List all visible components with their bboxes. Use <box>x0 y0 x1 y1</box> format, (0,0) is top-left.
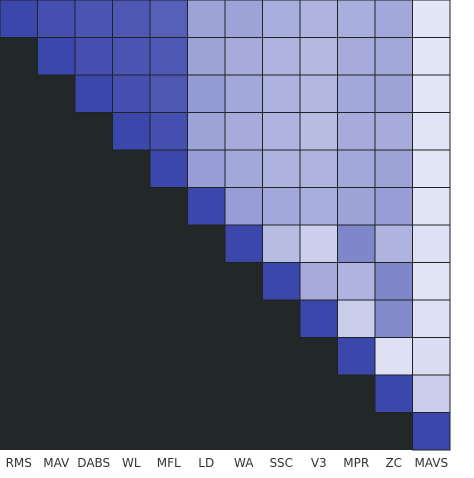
heatmap-cell-MAV-DABS <box>74 37 113 76</box>
heatmap-cell-DABS-MFL <box>149 74 188 113</box>
heatmap-cell-DABS-ZC <box>374 74 413 113</box>
heatmap-cell-DABS-DABS <box>74 74 113 113</box>
heatmap-cell-RMS-MFL <box>149 0 188 38</box>
x-tick-label-mfl: MFL <box>157 456 181 470</box>
heatmap-cell-WA-MPR <box>337 224 376 263</box>
heatmap-cell-DABS-MAVS <box>412 74 451 113</box>
heatmap-cell-MPR-MPR <box>337 337 376 376</box>
heatmap-cell-DABS-V3 <box>299 74 338 113</box>
heatmap-cell-WA-V3 <box>299 224 338 263</box>
heatmap-cell-SSC-V3 <box>299 262 338 301</box>
x-tick-label-v3: V3 <box>311 456 327 470</box>
heatmap-cell-RMS-MPR <box>337 0 376 38</box>
heatmap-cell-LD-MPR <box>337 187 376 226</box>
heatmap-cell-LD-V3 <box>299 187 338 226</box>
x-tick-label-ld: LD <box>198 456 214 470</box>
heatmap-cell-MFL-MPR <box>337 149 376 188</box>
heatmap-cell-WL-V3 <box>299 112 338 151</box>
heatmap-cell-MAV-MPR <box>337 37 376 76</box>
x-tick-label-mavs: MAVS <box>414 456 448 470</box>
heatmap-cell-LD-ZC <box>374 187 413 226</box>
heatmap-cell-SSC-MAVS <box>412 262 451 301</box>
x-tick-label-rms: RMS <box>6 456 32 470</box>
heatmap-cell-WA-WA <box>224 224 263 263</box>
heatmap-cell-MAV-WA <box>224 37 263 76</box>
heatmap-cell-MAV-SSC <box>262 37 301 76</box>
heatmap-cell-MFL-WA <box>224 149 263 188</box>
heatmap-cell-DABS-WA <box>224 74 263 113</box>
heatmap-cell-MAV-WL <box>112 37 151 76</box>
x-tick-label-dabs: DABS <box>77 456 110 470</box>
heatmap-cell-V3-V3 <box>299 299 338 338</box>
heatmap-cell-WL-WA <box>224 112 263 151</box>
heatmap-cell-RMS-DABS <box>74 0 113 38</box>
heatmap-cell-MAV-V3 <box>299 37 338 76</box>
x-tick-label-ssc: SSC <box>269 456 293 470</box>
x-axis-tick-labels: RMS MAV DABS WL MFL LD WA SSC V3 MPR ZC MAVS <box>6 456 448 470</box>
heatmap-cell-MAV-MAVS <box>412 37 451 76</box>
heatmap-cell-DABS-MPR <box>337 74 376 113</box>
heatmap-cell-MFL-V3 <box>299 149 338 188</box>
heatmap-cell-WL-ZC <box>374 112 413 151</box>
heatmap-cell-MFL-MAVS <box>412 149 451 188</box>
x-tick-label-wa: WA <box>234 456 254 470</box>
heatmap-cell-MAV-ZC <box>374 37 413 76</box>
heatmap-cell-RMS-V3 <box>299 0 338 38</box>
heatmap-cell-RMS-MAVS <box>412 0 451 38</box>
heatmap-cell-WA-MAVS <box>412 224 451 263</box>
heatmap-cell-RMS-MAV <box>37 0 76 38</box>
heatmap-cell-WL-MFL <box>149 112 188 151</box>
heatmap-cell-LD-MAVS <box>412 187 451 226</box>
heatmap-cell-DABS-WL <box>112 74 151 113</box>
heatmap-cell-RMS-SSC <box>262 0 301 38</box>
x-tick-label-mpr: MPR <box>343 456 369 470</box>
heatmap-cell-RMS-RMS <box>0 0 38 38</box>
heatmap-cell-MAV-MAV <box>37 37 76 76</box>
heatmap-cells <box>0 0 451 451</box>
heatmap-cell-SSC-MPR <box>337 262 376 301</box>
heatmap-cell-RMS-LD <box>187 0 226 38</box>
heatmap-cell-ZC-ZC <box>374 374 413 413</box>
heatmap-cell-LD-SSC <box>262 187 301 226</box>
heatmap-cell-RMS-ZC <box>374 0 413 38</box>
heatmap-cell-ZC-MAVS <box>412 374 451 413</box>
heatmap-cell-MPR-MAVS <box>412 337 451 376</box>
heatmap-cell-MAVS-MAVS <box>412 412 451 451</box>
heatmap-cell-MFL-ZC <box>374 149 413 188</box>
heatmap-cell-V3-ZC <box>374 299 413 338</box>
x-tick-label-mav: MAV <box>43 456 70 470</box>
heatmap-cell-WL-SSC <box>262 112 301 151</box>
heatmap-cell-SSC-SSC <box>262 262 301 301</box>
heatmap-cell-MPR-ZC <box>374 337 413 376</box>
heatmap-cell-WL-WL <box>112 112 151 151</box>
heatmap-cell-SSC-ZC <box>374 262 413 301</box>
heatmap-cell-MFL-LD <box>187 149 226 188</box>
heatmap-cell-MAV-LD <box>187 37 226 76</box>
heatmap-cell-V3-MAVS <box>412 299 451 338</box>
heatmap-cell-LD-LD <box>187 187 226 226</box>
heatmap-cell-WL-MAVS <box>412 112 451 151</box>
x-tick-label-wl: WL <box>122 456 141 470</box>
heatmap-cell-RMS-WL <box>112 0 151 38</box>
heatmap-cell-LD-WA <box>224 187 263 226</box>
heatmap-cell-WL-LD <box>187 112 226 151</box>
heatmap-cell-MFL-MFL <box>149 149 188 188</box>
heatmap-cell-WA-ZC <box>374 224 413 263</box>
heatmap-cell-RMS-WA <box>224 0 263 38</box>
heatmap-cell-V3-MPR <box>337 299 376 338</box>
heatmap-cell-MAV-MFL <box>149 37 188 76</box>
heatmap-cell-MFL-SSC <box>262 149 301 188</box>
heatmap-cell-DABS-LD <box>187 74 226 113</box>
heatmap-cell-WL-MPR <box>337 112 376 151</box>
heatmap-cell-DABS-SSC <box>262 74 301 113</box>
heatmap-cell-WA-SSC <box>262 224 301 263</box>
x-tick-label-zc: ZC <box>385 456 402 470</box>
